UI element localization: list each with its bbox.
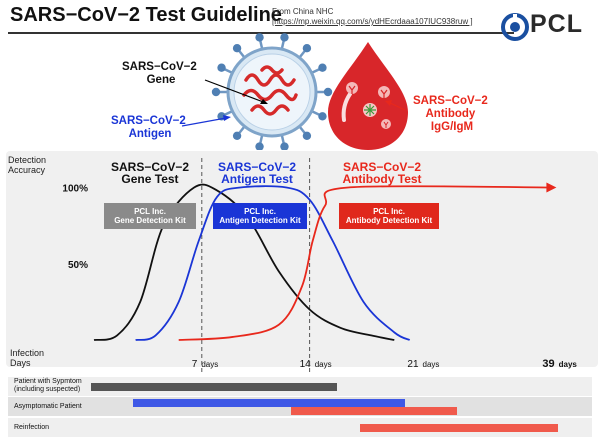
timeline-row: Asymptomatic Patient: [8, 397, 592, 416]
series-line: [135, 185, 411, 341]
timeline-row-label: Patient with Sypmtom (including suspected…: [14, 378, 82, 393]
series-title: SARS−CoV−2 Antigen Test: [218, 160, 296, 186]
virus-spike-head: [255, 33, 264, 42]
series-title: SARS−CoV−2 Antibody Test: [342, 160, 421, 186]
virus-spike-head: [280, 33, 289, 42]
series-line: [93, 183, 395, 341]
series-line: [178, 185, 553, 341]
timeline-row-label: Asymptomatic Patient: [14, 403, 82, 410]
x-tick-label: 14 days: [300, 359, 332, 370]
accuracy-chart: Detection Accuracy Infection Days 100%50% …: [8, 155, 578, 372]
series-lines: [93, 182, 557, 341]
virus-spike-head: [280, 142, 289, 150]
timeline-bar: [90, 383, 338, 391]
source-line-1: From China NHC: [272, 7, 334, 16]
timeline-row-label: Reinfection: [14, 424, 50, 431]
virus-gene-label: SARS−CoV−2 Gene: [122, 61, 200, 86]
kit-box: [213, 203, 307, 229]
illustrations: SARS−CoV−2 Gene SARS−CoV−2 Antigen SARS−…: [111, 33, 491, 150]
virus-spike-head: [232, 131, 242, 140]
x-axis-label: Infection Days: [10, 348, 44, 368]
virus-spike-head: [211, 87, 221, 97]
x-tick-label: 21 days: [407, 359, 439, 370]
reference-lines: [201, 158, 311, 372]
virus-spike-head: [318, 63, 327, 72]
source-url[interactable]: [https://mp.weixin.qq.com/s/ydHEcrdaaa10…: [272, 17, 473, 26]
virus-spike-head: [217, 63, 226, 72]
timeline-row: Patient with Sypmtom (including suspected…: [8, 377, 592, 396]
timeline-bar: [360, 424, 559, 432]
y-axis-label-line: Detection: [8, 155, 46, 165]
virus-spikes: [211, 33, 333, 150]
series-title: SARS−CoV−2 Gene Test: [111, 160, 189, 186]
kit-box-label: PCL Inc. Antigen Detection Kit: [219, 207, 301, 225]
x-tick-label: 39 days: [542, 358, 577, 370]
virus-illustration: [211, 33, 333, 150]
blood-drop-illustration: [328, 42, 408, 150]
kit-box-label: PCL Inc. Antibody Detection Kit: [346, 207, 433, 225]
virus-spike-head: [232, 44, 242, 53]
virus-spike-head: [302, 44, 312, 53]
x-axis-label-line: Infection: [10, 348, 44, 358]
x-axis-label-line: Days: [10, 358, 31, 368]
series-titles: SARS−CoV−2 Gene Test SARS−CoV−2 Antigen Tes…: [111, 160, 422, 186]
pcl-logo: PCL: [500, 10, 600, 44]
antibody-label: SARS−CoV−2 Antibody IgG/IgM: [413, 95, 491, 133]
virus-spike-head: [302, 131, 312, 140]
y-axis-label: Detection Accuracy: [8, 155, 46, 175]
y-tick-label: 50%: [68, 260, 88, 271]
timeline-bar: [132, 399, 406, 407]
y-axis-label-line: Accuracy: [8, 165, 46, 175]
timeline-bar: [291, 407, 458, 415]
page-title: SARS−CoV−2 Test Guideline: [10, 4, 282, 26]
y-tick-labels: 100% 50%: [62, 184, 88, 271]
antigen-label: SARS−CoV−2 Antigen: [111, 115, 189, 140]
y-tick-label: 100%: [62, 184, 88, 195]
kit-boxes: PCL Inc. Gene Detection Kit PCL Inc. Antige…: [104, 203, 439, 229]
virus-spike-head: [323, 87, 333, 97]
kit-box-label: PCL Inc. Gene Detection Kit: [114, 207, 186, 225]
logo-mark-icon: [501, 13, 529, 41]
virus-spike-head: [318, 112, 327, 121]
timeline-row: Reinfection: [8, 418, 592, 437]
source-note: From China NHC [https://mp.weixin.qq.com…: [272, 7, 473, 27]
logo-text: PCL: [530, 10, 583, 38]
kit-box: [339, 203, 439, 229]
x-tick-label: 7 days: [192, 359, 218, 370]
series-arrowhead: [546, 182, 557, 193]
title-underline: [8, 32, 514, 34]
virus-spike-head: [255, 142, 264, 150]
x-tick-labels: 7 days 14 days 21 days 39 days: [192, 358, 578, 370]
kit-box: [104, 203, 196, 229]
